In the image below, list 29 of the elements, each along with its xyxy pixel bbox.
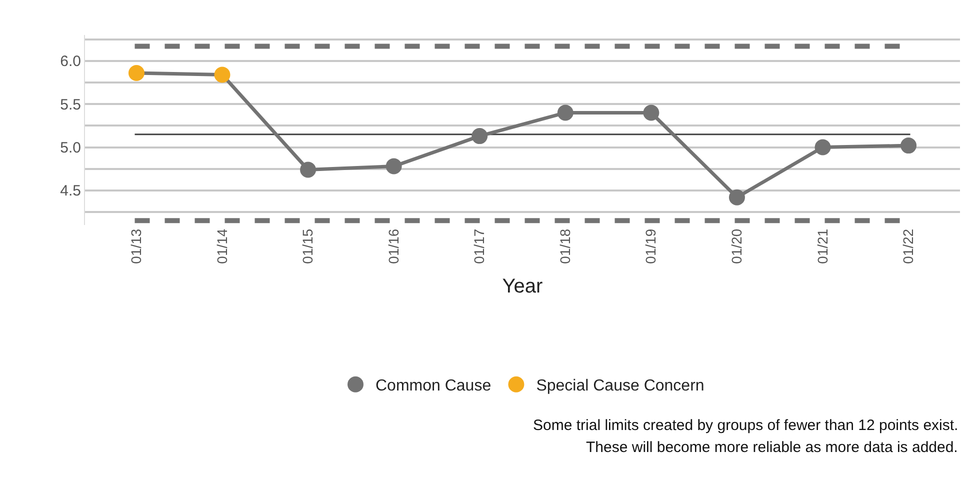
point — [214, 66, 230, 83]
point — [128, 65, 144, 81]
x-tick-label: 01/18 — [556, 228, 573, 264]
x-tick-label: 01/19 — [642, 228, 659, 264]
point — [386, 158, 402, 174]
x-tick-label: 01/21 — [814, 228, 830, 264]
point — [472, 128, 488, 144]
point — [900, 138, 917, 154]
legend-label: Common Cause — [376, 378, 492, 395]
text: These will become more reliable as more data is added. — [586, 439, 958, 456]
y-tick-label: 5.5 — [60, 96, 81, 114]
x-tick-label: 01/14 — [214, 228, 230, 264]
point — [557, 104, 574, 121]
x-axis-title: Year — [502, 275, 544, 298]
legend-label: Special Cause Concern — [536, 378, 704, 395]
x-tick-label: 01/15 — [300, 228, 316, 264]
point — [814, 139, 831, 156]
point — [728, 189, 745, 206]
x-tick-label: 01/22 — [900, 228, 916, 264]
x-tick-label: 01/16 — [385, 228, 402, 264]
y-tick-label: 5.0 — [60, 140, 81, 157]
x-tick-label: 01/13 — [128, 228, 144, 264]
y-tick-label: 4.5 — [60, 182, 81, 200]
x-tick-label: 01/17 — [471, 228, 488, 264]
point — [300, 162, 316, 178]
point — [643, 104, 660, 121]
y-tick-label: 6.0 — [60, 53, 81, 70]
x-tick-label: 01/20 — [728, 228, 745, 264]
text: Some trial limits created by groups of fewer than 12 points exist. — [533, 417, 958, 434]
